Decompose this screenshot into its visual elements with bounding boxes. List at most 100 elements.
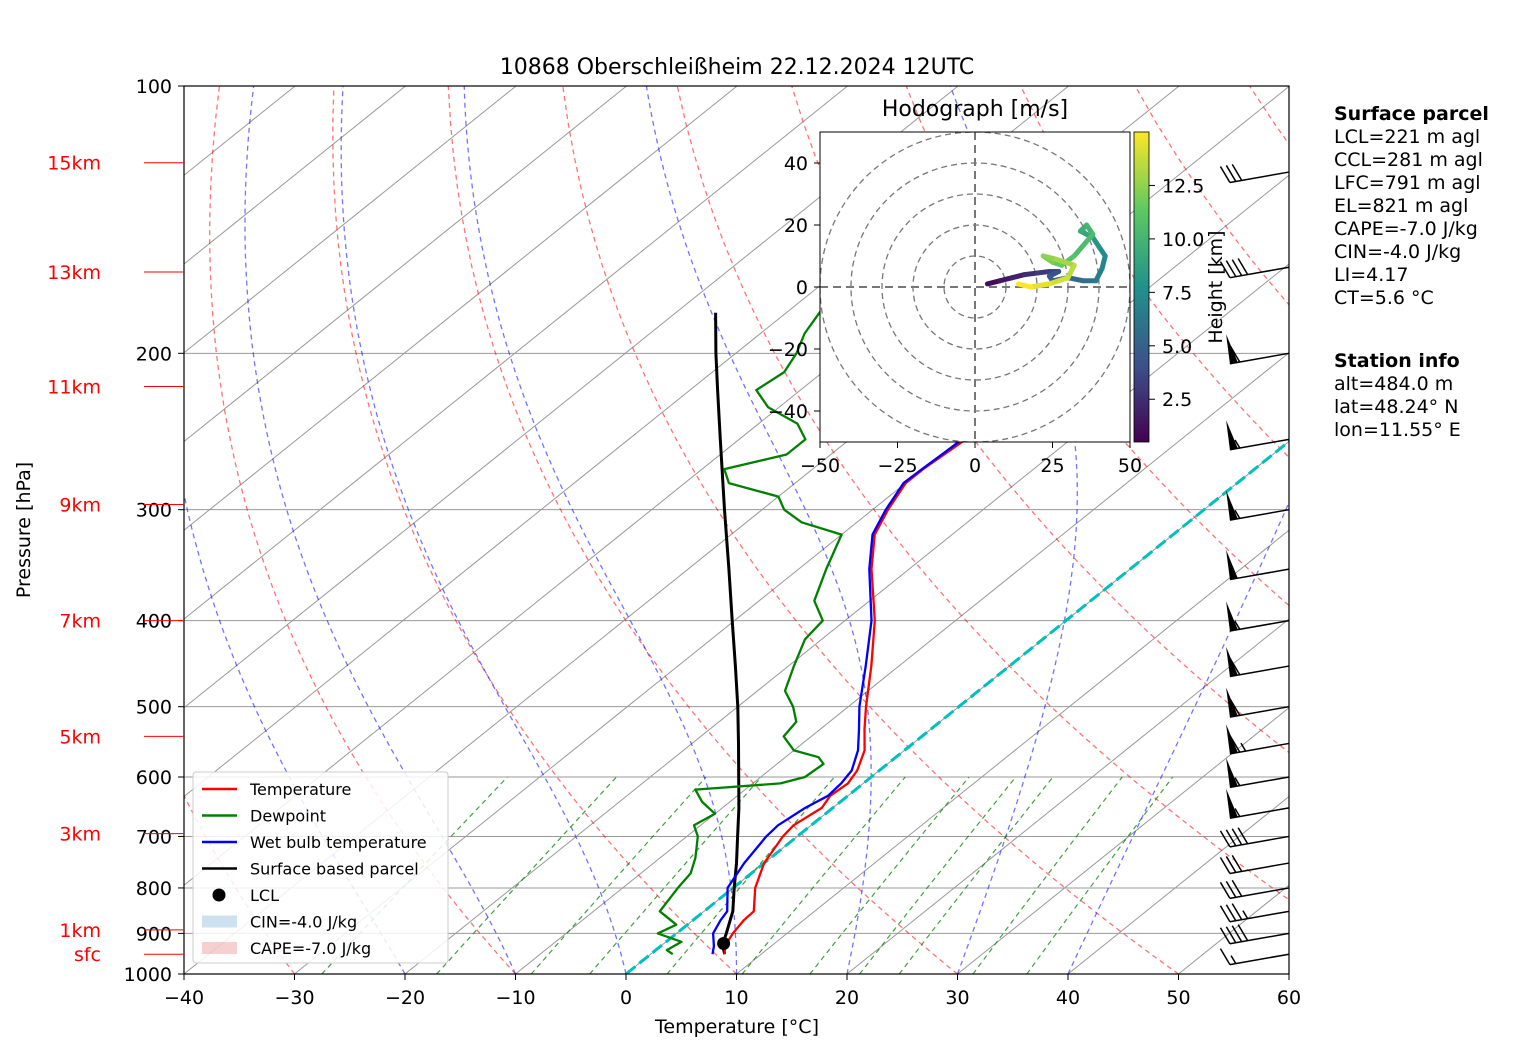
wind-barb — [1219, 827, 1290, 848]
hodograph-segment — [1046, 275, 1071, 287]
height-marker-label: 9km — [59, 495, 101, 517]
dry-adiabat-line — [209, 86, 516, 974]
colorbar-ticks: 2.5 5.0 7.5 10.0 12.5 — [1149, 175, 1204, 411]
wind-barbs — [1219, 164, 1290, 966]
cape-value: CAPE=-7.0 J/kg — [1334, 218, 1478, 240]
x-tick-label: 30 — [945, 987, 969, 1009]
height-marker-label: 11km — [47, 377, 101, 399]
legend-swatch — [212, 888, 226, 902]
station-longitude: lon=11.55° E — [1334, 419, 1461, 441]
hodograph-segment — [1071, 231, 1096, 259]
legend: Temperature Dewpoint Wet bulb temperature S… — [192, 771, 449, 964]
mixing-ratio-line — [666, 776, 835, 974]
station-info-header: Station info — [1334, 350, 1460, 372]
wind-barb — [1226, 490, 1290, 521]
hodograph-segment — [1015, 281, 1034, 290]
height-marker-label: sfc — [74, 944, 101, 966]
hodograph-xtick-label: −50 — [800, 455, 840, 477]
wind-barb — [1219, 924, 1290, 945]
p-tick-label: 100 — [136, 76, 172, 98]
legend-label: CAPE=-7.0 J/kg — [250, 939, 371, 958]
chart-title: 10868 Oberschleißheim 22.12.2024 12UTC — [500, 55, 975, 80]
wind-barb — [1219, 879, 1290, 900]
moist-adiabat-line — [645, 86, 872, 974]
surface-parcel-line — [714, 312, 741, 955]
height-marker-label: 7km — [59, 611, 101, 633]
hodograph-xtick-label: 0 — [969, 455, 981, 477]
legend-label: Surface based parcel — [250, 860, 419, 879]
isotherm-line — [1067, 795, 1289, 974]
isotherm-line — [846, 618, 1289, 974]
height-marker-label: 5km — [59, 726, 101, 748]
isotherm-line — [184, 86, 517, 354]
p-tick-label: 700 — [136, 826, 172, 848]
y-axis-label: Pressure [hPa] — [13, 462, 35, 598]
height-marker-label: 13km — [47, 262, 101, 284]
wind-barb — [1219, 855, 1290, 875]
isotherm-line — [294, 174, 1289, 974]
station-info: Station info alt=484.0 m lat=48.24° N lo… — [1334, 350, 1461, 442]
legend-label: CIN=-4.0 J/kg — [250, 913, 357, 932]
hodograph: Hodograph [m/s] −50 −25 0 25 50 40 20 0 −20 −40 2… — [768, 97, 1227, 477]
wind-barb — [1219, 164, 1290, 184]
mixing-ratio-line — [859, 776, 1017, 974]
legend-swatch — [202, 915, 237, 928]
colorbar-tick-label: 10.0 — [1162, 229, 1204, 251]
hodograph-ticks: −50 −25 0 25 50 40 20 0 −20 −40 — [768, 153, 1142, 477]
pressure-axis-ticks: 100 200 300 400 500 600 700 800 900 1000 — [124, 76, 184, 986]
wind-barb — [1226, 788, 1290, 820]
hodograph-ytick-label: 20 — [784, 215, 808, 237]
dewpoint-line — [656, 164, 937, 956]
x-tick-label: 50 — [1166, 987, 1190, 1009]
mixing-ratio-line — [741, 776, 906, 974]
legend-label: Wet bulb temperature — [250, 833, 427, 852]
x-tick-label: −30 — [274, 987, 314, 1009]
mixing-ratio-line — [530, 776, 707, 974]
surface-parcel-header: Surface parcel — [1334, 103, 1489, 125]
mixing-ratio-line — [898, 776, 1054, 974]
x-tick-label: 60 — [1277, 987, 1301, 1009]
isotherm-line — [184, 86, 406, 265]
dry-adiabat-line — [332, 86, 737, 974]
wind-barb — [1226, 420, 1290, 451]
p-tick-label: 1000 — [124, 964, 172, 986]
legend-label: Temperature — [249, 780, 351, 799]
wind-barb — [1219, 903, 1290, 923]
p-tick-label: 900 — [136, 923, 172, 945]
wind-barb — [1226, 757, 1290, 789]
mixing-ratio-line — [436, 776, 617, 974]
wind-barb — [1226, 549, 1290, 581]
hodograph-trace — [984, 222, 1108, 290]
el-value: EL=821 m agl — [1334, 195, 1469, 217]
mixing-ratio-line — [809, 776, 970, 974]
isotherm-line — [515, 352, 1289, 974]
height-marker-label: 15km — [47, 153, 101, 175]
height-marker-label: 3km — [59, 824, 101, 846]
hodograph-xtick-label: −25 — [877, 455, 917, 477]
legend-label: Dewpoint — [250, 807, 326, 826]
wind-barb — [1219, 258, 1290, 279]
station-altitude: alt=484.0 m — [1334, 373, 1454, 395]
dry-adiabat-line — [562, 86, 1179, 974]
p-tick-label: 500 — [136, 697, 172, 719]
station-latitude: lat=48.24° N — [1334, 396, 1459, 418]
hodograph-segment — [1065, 275, 1086, 284]
lcl-point — [717, 937, 731, 951]
hodograph-segment — [1053, 256, 1077, 268]
colorbar-tick-label: 12.5 — [1162, 175, 1204, 197]
x-tick-label: 40 — [1056, 987, 1080, 1009]
mixing-ratio-line — [589, 776, 762, 974]
wind-barb — [1226, 687, 1290, 718]
moist-adiabat-line — [244, 86, 517, 974]
hodograph-ytick-label: −40 — [768, 401, 808, 423]
hodograph-xtick-label: 50 — [1118, 455, 1142, 477]
isotherm-line — [184, 86, 627, 443]
hodograph-ytick-label: 40 — [784, 153, 808, 175]
p-tick-label: 200 — [136, 343, 172, 365]
x-tick-label: −20 — [385, 987, 425, 1009]
hodograph-ytick-label: −20 — [768, 339, 808, 361]
legend-swatch — [202, 942, 237, 954]
x-tick-label: −40 — [164, 987, 204, 1009]
